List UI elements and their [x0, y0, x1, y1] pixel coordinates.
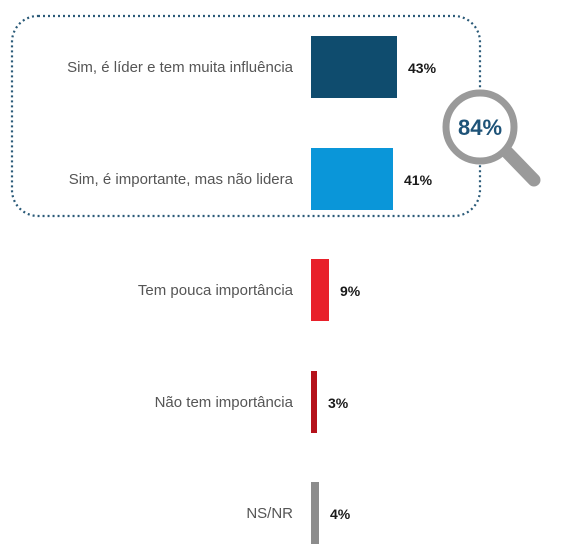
bar-1	[311, 36, 397, 98]
magnifier-icon: 84%	[442, 89, 541, 187]
value-label-4: 3%	[328, 395, 349, 411]
category-label-5: NS/NR	[246, 505, 293, 522]
value-label-3: 9%	[340, 283, 361, 299]
magnifier-handle	[498, 143, 541, 187]
bar-4	[311, 371, 317, 433]
bar-5	[311, 482, 319, 544]
category-label-3: Tem pouca importância	[138, 282, 294, 299]
value-label-1: 43%	[408, 60, 437, 76]
value-label-2: 41%	[404, 172, 433, 188]
magnifier-lens	[442, 89, 518, 165]
bar-2	[311, 148, 393, 210]
category-label-4: Não tem importância	[155, 394, 294, 411]
category-label-2: Sim, é importante, mas não lidera	[69, 171, 294, 188]
bar-3	[311, 259, 329, 321]
category-label-1: Sim, é líder e tem muita influência	[67, 59, 294, 76]
value-label-5: 4%	[330, 506, 351, 522]
highlight-total-label: 84%	[458, 115, 502, 140]
bars-layer: Sim, é líder e tem muita influência 43% Si…	[67, 36, 437, 544]
